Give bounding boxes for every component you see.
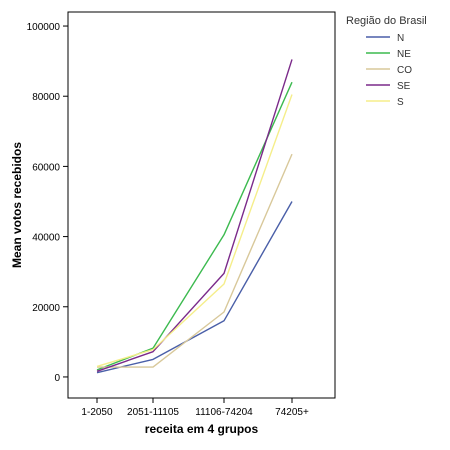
y-tick-label: 100000 [27, 22, 61, 33]
series-line-se [96, 59, 293, 372]
series-line-n [96, 201, 293, 374]
x-axis: 1-2050 2051-11105 11106-74204 74205+ [81, 398, 309, 418]
legend: Região do Brasil N NE CO SE S [346, 15, 427, 108]
y-axis: 0 20000 40000 60000 80000 100000 [27, 22, 68, 384]
y-tick-label: 0 [54, 373, 60, 384]
y-tick-label: 40000 [32, 233, 60, 244]
y-tick-label: 80000 [32, 92, 60, 103]
y-tick-label: 20000 [32, 303, 60, 314]
x-tick-label: 2051-11105 [127, 407, 179, 418]
series-line-co [97, 153, 293, 368]
legend-label: SE [397, 81, 411, 92]
legend-label: NE [397, 49, 411, 60]
legend-label: S [397, 97, 404, 108]
legend-title: Região do Brasil [346, 15, 427, 27]
series-line-ne [96, 81, 293, 371]
x-tick-label: 11106-74204 [195, 407, 253, 418]
x-tick-label: 1-2050 [81, 407, 113, 418]
series-layer [96, 59, 293, 374]
y-axis-label: Mean votos recebidos [10, 142, 24, 268]
x-tick-label: 74205+ [275, 407, 309, 418]
legend-label: CO [397, 65, 412, 76]
plot-frame [67, 11, 336, 399]
y-tick-label: 60000 [32, 162, 60, 173]
legend-label: N [397, 33, 404, 44]
x-axis-label: receita em 4 grupos [145, 422, 259, 436]
series-line-s [96, 94, 293, 368]
